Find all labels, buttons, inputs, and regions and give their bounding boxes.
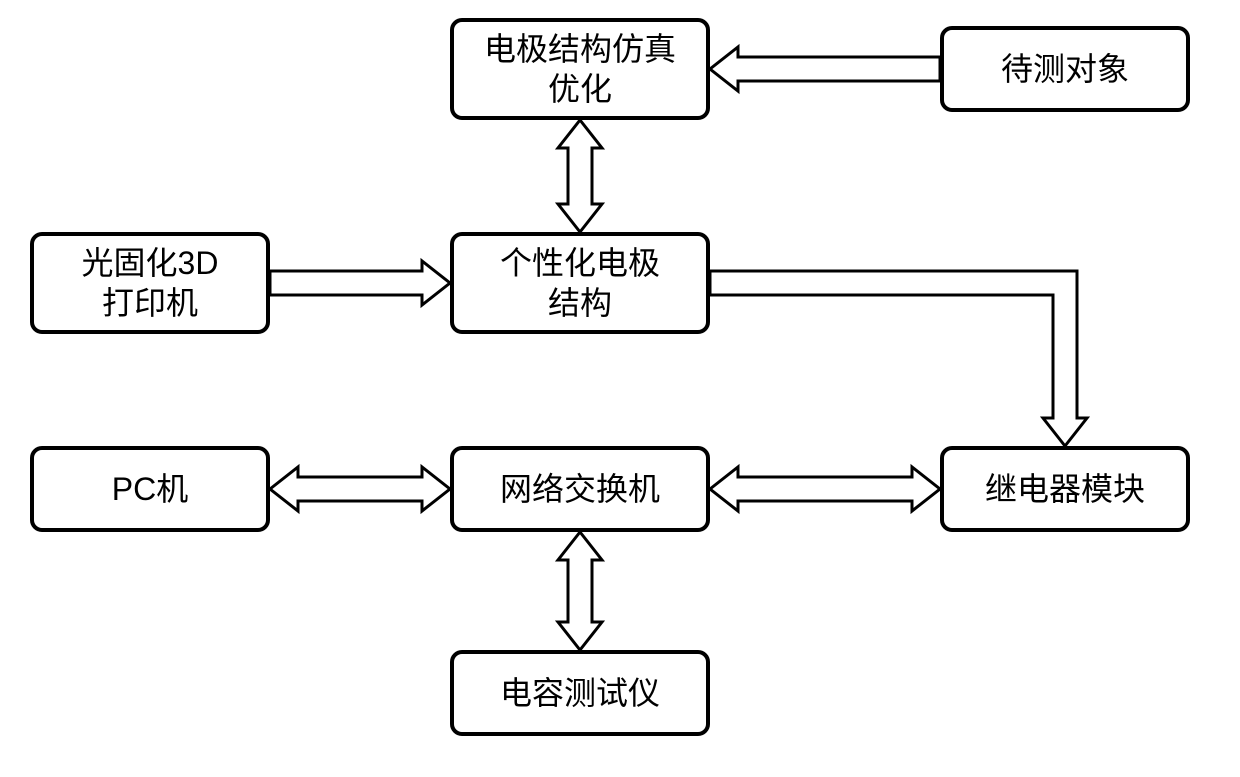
arrow-switch-to-captest xyxy=(0,0,1240,777)
flowchart-canvas: 电极结构仿真优化待测对象光固化3D打印机个性化电极结构PC机网络交换机继电器模块… xyxy=(0,0,1240,777)
